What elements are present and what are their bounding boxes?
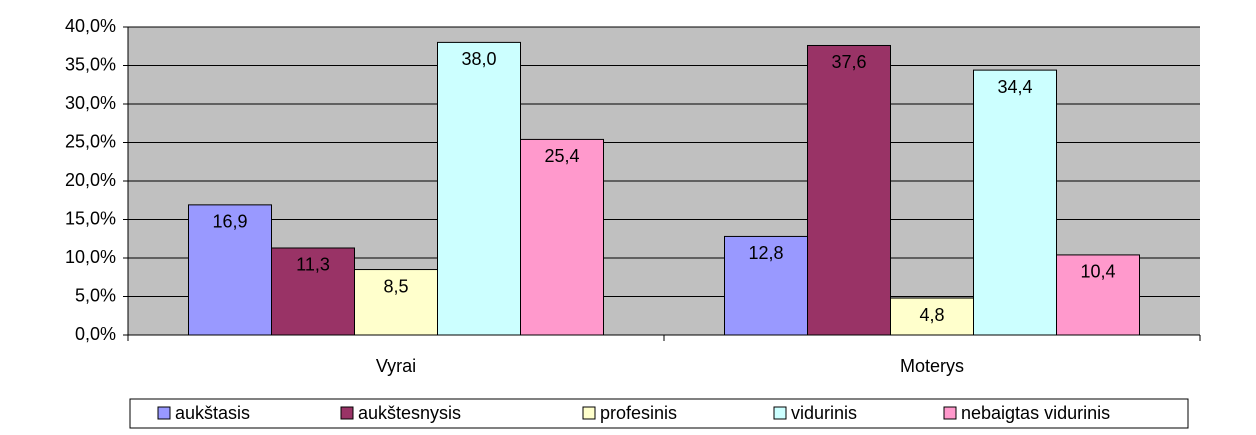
bar	[354, 269, 438, 336]
y-tick-label: 5,0%	[75, 285, 116, 305]
bar	[1056, 254, 1140, 336]
data-label: 11,3	[296, 255, 330, 275]
data-label: 4,8	[919, 305, 944, 325]
bar	[520, 138, 604, 336]
data-label: 37,6	[831, 52, 866, 72]
data-label: 25,4	[544, 146, 579, 166]
legend-swatch	[943, 406, 957, 420]
legend-swatch	[582, 406, 596, 420]
y-tick-label: 30,0%	[65, 93, 116, 113]
legend-swatch	[340, 406, 354, 420]
data-label: 16,9	[212, 212, 247, 232]
legend-label: aukštasis	[175, 403, 250, 423]
data-label: 34,4	[997, 77, 1032, 97]
bar	[437, 41, 521, 336]
legend-swatch	[773, 406, 787, 420]
bar	[807, 44, 891, 336]
legend-label: profesinis	[600, 403, 677, 423]
y-tick-label: 0,0%	[75, 324, 116, 344]
legend-label: aukštesnysis	[358, 403, 461, 423]
y-tick-label: 35,0%	[65, 54, 116, 74]
y-tick-label: 20,0%	[65, 170, 116, 190]
data-label: 10,4	[1080, 262, 1115, 282]
legend-swatch	[157, 406, 171, 420]
bar	[188, 204, 272, 336]
y-tick-label: 10,0%	[65, 247, 116, 267]
legend-label: nebaigtas vidurinis	[961, 403, 1110, 423]
bar	[271, 247, 355, 336]
data-label: 12,8	[748, 243, 783, 263]
y-tick-label: 15,0%	[65, 208, 116, 228]
x-tick-label: Moterys	[900, 356, 964, 376]
y-tick-label: 25,0%	[65, 131, 116, 151]
legend-label: vidurinis	[791, 403, 857, 423]
data-label: 8,5	[383, 276, 408, 296]
y-tick-label: 40,0%	[65, 16, 116, 36]
legend-box	[129, 398, 1189, 429]
bar	[973, 69, 1057, 336]
x-tick-label: Vyrai	[376, 356, 416, 376]
data-label: 38,0	[461, 49, 496, 69]
bar	[724, 235, 808, 336]
